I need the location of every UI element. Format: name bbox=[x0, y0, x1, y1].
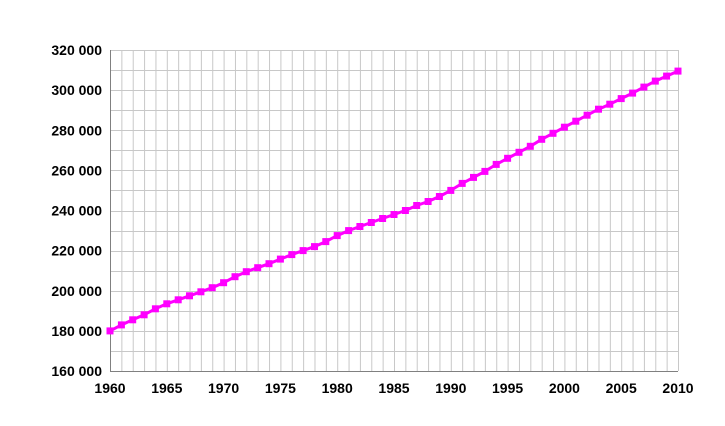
data-point-marker bbox=[140, 311, 148, 319]
x-tick-label: 2000 bbox=[549, 380, 580, 396]
data-point-marker bbox=[356, 223, 364, 230]
axes bbox=[110, 50, 678, 372]
data-point-marker bbox=[174, 296, 182, 304]
data-point-marker bbox=[640, 83, 648, 91]
data-point-marker bbox=[583, 111, 591, 119]
y-tick-label: 280 000 bbox=[51, 122, 102, 138]
y-tick-label: 260 000 bbox=[51, 162, 102, 178]
x-tick-label: 1990 bbox=[435, 380, 466, 396]
x-tick-label: 1965 bbox=[151, 380, 182, 396]
data-point-marker bbox=[265, 260, 273, 268]
data-point-marker bbox=[424, 198, 432, 205]
x-tick-label: 1960 bbox=[94, 380, 125, 396]
data-point-marker bbox=[481, 167, 489, 175]
data-point-marker bbox=[595, 105, 602, 113]
data-point-marker bbox=[311, 243, 318, 251]
data-point-marker bbox=[560, 123, 568, 131]
y-tick-label: 300 000 bbox=[51, 82, 102, 98]
data-point-marker bbox=[504, 154, 512, 162]
data-point-marker bbox=[526, 142, 534, 150]
data-point-marker bbox=[345, 227, 353, 235]
y-tick-label: 220 000 bbox=[51, 243, 102, 259]
y-tick-label: 240 000 bbox=[51, 203, 102, 219]
y-tick-label: 180 000 bbox=[51, 323, 102, 339]
data-point-marker bbox=[276, 255, 284, 263]
data-point-marker bbox=[470, 173, 477, 181]
data-point-marker bbox=[492, 160, 500, 168]
data-point-marker bbox=[367, 219, 375, 226]
data-point-marker bbox=[220, 279, 228, 287]
x-tick-label: 1985 bbox=[378, 380, 409, 396]
x-tick-label: 1970 bbox=[208, 380, 239, 396]
data-point-marker bbox=[390, 211, 398, 218]
data-point-marker bbox=[663, 72, 671, 80]
data-point-marker bbox=[674, 67, 682, 75]
data-point-marker bbox=[254, 264, 262, 272]
data-point-marker bbox=[572, 117, 580, 125]
data-point-marker bbox=[322, 238, 330, 246]
data-point-marker bbox=[186, 292, 193, 300]
data-point-marker bbox=[288, 251, 296, 259]
x-tick-label: 1980 bbox=[322, 380, 353, 396]
data-point-marker bbox=[379, 215, 387, 222]
data-point-marker bbox=[617, 95, 625, 103]
data-point-marker bbox=[651, 77, 659, 85]
data-point-marker bbox=[106, 327, 114, 335]
data-point-marker bbox=[151, 305, 159, 313]
grid bbox=[110, 50, 679, 372]
data-point-marker bbox=[117, 321, 125, 329]
y-tick-label: 320 000 bbox=[51, 42, 102, 58]
data-point-marker bbox=[447, 186, 455, 194]
y-tick-label: 160 000 bbox=[51, 363, 102, 379]
data-point-marker bbox=[629, 89, 637, 97]
data-point-marker bbox=[401, 207, 409, 214]
x-tick-label: 2005 bbox=[606, 380, 637, 396]
x-tick-label: 2010 bbox=[662, 380, 693, 396]
data-point-marker bbox=[413, 202, 421, 209]
x-tick-label: 1975 bbox=[265, 380, 296, 396]
data-point-marker bbox=[242, 268, 250, 276]
data-point-marker bbox=[163, 300, 171, 308]
data-point-marker bbox=[549, 129, 557, 137]
data-point-marker bbox=[299, 247, 307, 255]
data-point-marker bbox=[333, 232, 341, 240]
data-point-marker bbox=[538, 135, 546, 143]
tick-labels: 160 000 180 000 200 000 220 000 240 000 260 0… bbox=[51, 42, 693, 396]
data-point-marker bbox=[606, 100, 614, 108]
data-point-marker bbox=[231, 273, 239, 281]
data-point-marker bbox=[197, 288, 205, 296]
data-point-marker bbox=[435, 193, 443, 200]
y-tick-label: 200 000 bbox=[51, 283, 102, 299]
data-point-marker bbox=[515, 148, 523, 156]
data-point-marker bbox=[208, 284, 216, 292]
data-point-marker bbox=[129, 316, 137, 324]
x-tick-label: 1995 bbox=[492, 380, 523, 396]
data-point-marker bbox=[458, 179, 466, 187]
series bbox=[106, 67, 682, 335]
